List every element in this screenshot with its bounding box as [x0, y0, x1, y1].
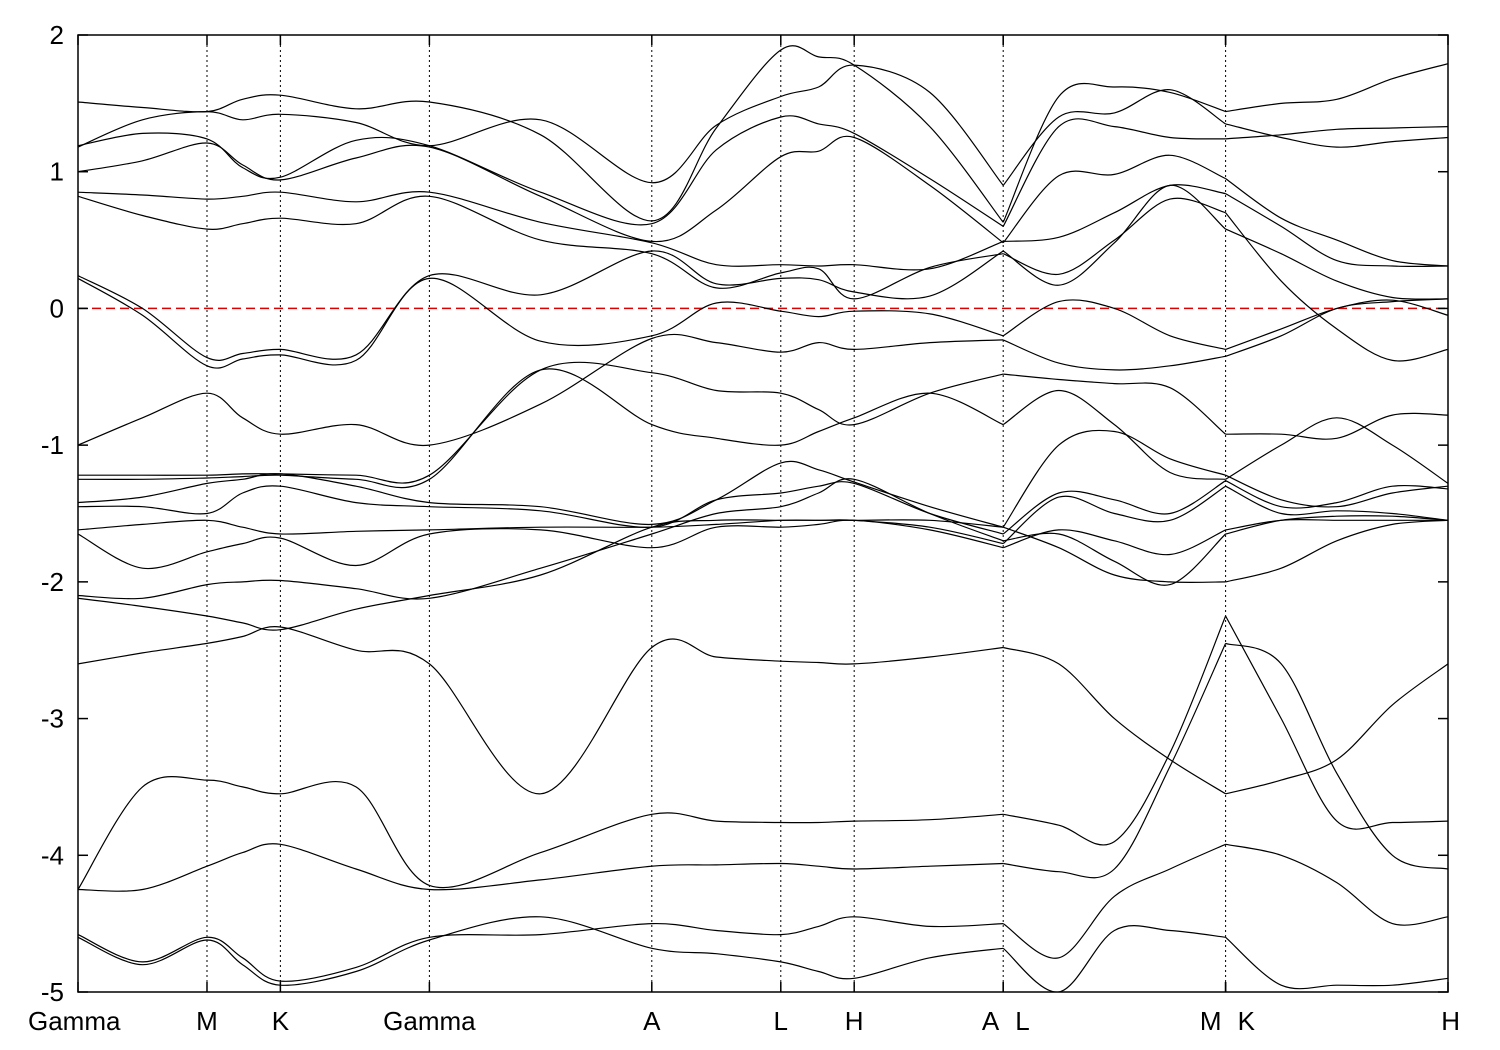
plot-border: [77, 34, 1449, 993]
band-line: [1225, 480, 1448, 509]
band-line: [78, 277, 1004, 369]
band-line: [1003, 373, 1226, 435]
band-line: [78, 478, 1004, 600]
y-tick-label: -5: [41, 977, 64, 1007]
band-line: [78, 775, 1004, 890]
x-tick-label: L: [1015, 1006, 1029, 1036]
band-line: [1225, 843, 1448, 926]
y-tick-label: -3: [41, 704, 64, 734]
y-tick-label: 1: [50, 157, 64, 187]
band-line: [78, 519, 1004, 570]
band-line: [1003, 643, 1227, 879]
band-line: [78, 195, 1004, 300]
band-line: [78, 481, 1004, 535]
band-line: [1225, 417, 1448, 484]
band-line: [1002, 339, 1226, 371]
band-line: [78, 361, 1004, 484]
band-line: [1002, 197, 1226, 275]
y-axis: 2 1 0 -1 -2 -3 -4 -5: [41, 20, 1448, 1007]
x-tick-label: Gamma: [383, 1006, 476, 1036]
band-line: [78, 460, 1004, 528]
band-line: [1003, 646, 1226, 795]
band-line: [1002, 82, 1226, 223]
x-tick-label: H: [1441, 1006, 1460, 1036]
band-line: [1225, 228, 1448, 300]
band-line: [1002, 154, 1226, 244]
band-line: [1225, 63, 1448, 113]
x-axis: Gamma M K Gamma A L H A L M K H: [28, 35, 1460, 1036]
band-lines: [78, 45, 1448, 992]
plot-frame: [77, 34, 1449, 993]
band-line: [1225, 642, 1448, 870]
band-line: [1225, 123, 1448, 148]
band-line: [78, 519, 1004, 545]
y-tick-label: 0: [50, 293, 64, 323]
band-line: [78, 916, 1004, 986]
x-tick-label: H: [845, 1006, 864, 1036]
band-line: [1225, 298, 1448, 357]
x-tick-label: K: [272, 1006, 290, 1036]
band-line: [1002, 389, 1226, 480]
band-line: [1225, 519, 1448, 583]
band-line: [1002, 843, 1226, 959]
x-tick-label: A: [982, 1006, 1000, 1036]
x-tick-label: M: [196, 1006, 218, 1036]
band-line: [1225, 126, 1448, 140]
band-line: [78, 115, 1004, 227]
band-line: [78, 64, 1004, 186]
band-line: [1225, 212, 1448, 362]
band-line: [1225, 474, 1448, 508]
band-line: [1002, 118, 1226, 227]
band-line: [1225, 412, 1448, 440]
band-line: [78, 916, 1004, 982]
band-line: [1002, 184, 1226, 286]
band-line: [78, 843, 1004, 892]
x-tick-label: L: [774, 1006, 788, 1036]
band-line: [78, 519, 1004, 631]
band-line: [1225, 193, 1448, 268]
band-line: [1225, 485, 1448, 521]
x-tick-label: Gamma: [28, 1006, 121, 1036]
band-line: [1225, 936, 1448, 990]
band-line: [1002, 429, 1226, 528]
band-line: [78, 368, 1004, 489]
band-line: [1002, 526, 1226, 583]
band-line: [1002, 299, 1226, 350]
y-tick-label: -1: [41, 430, 64, 460]
y-tick-label: -4: [41, 840, 64, 870]
band-line: [78, 45, 1004, 223]
band-line: [1003, 615, 1227, 846]
band-line: [1225, 178, 1448, 267]
band-line: [1225, 518, 1448, 531]
y-tick-label: -2: [41, 567, 64, 597]
band-line: [78, 191, 1004, 271]
x-tick-label: K: [1238, 1006, 1256, 1036]
band-line: [78, 333, 1004, 447]
band-line: [1225, 615, 1448, 830]
x-tick-label: A: [643, 1006, 661, 1036]
band-line: [78, 626, 1004, 795]
x-tick-label: M: [1200, 1006, 1222, 1036]
band-line: [1003, 184, 1226, 242]
band-line: [1002, 925, 1226, 992]
band-line: [1002, 485, 1226, 545]
band-line: [78, 135, 1004, 244]
band-line: [1002, 89, 1226, 186]
band-line: [1003, 529, 1226, 556]
band-line: [1225, 515, 1448, 535]
y-tick-label: 2: [50, 20, 64, 50]
band-line: [1002, 480, 1226, 535]
band-line: [1225, 663, 1448, 795]
band-line: [78, 250, 1004, 361]
band-line: [1225, 299, 1448, 350]
band-line: [1003, 532, 1227, 586]
